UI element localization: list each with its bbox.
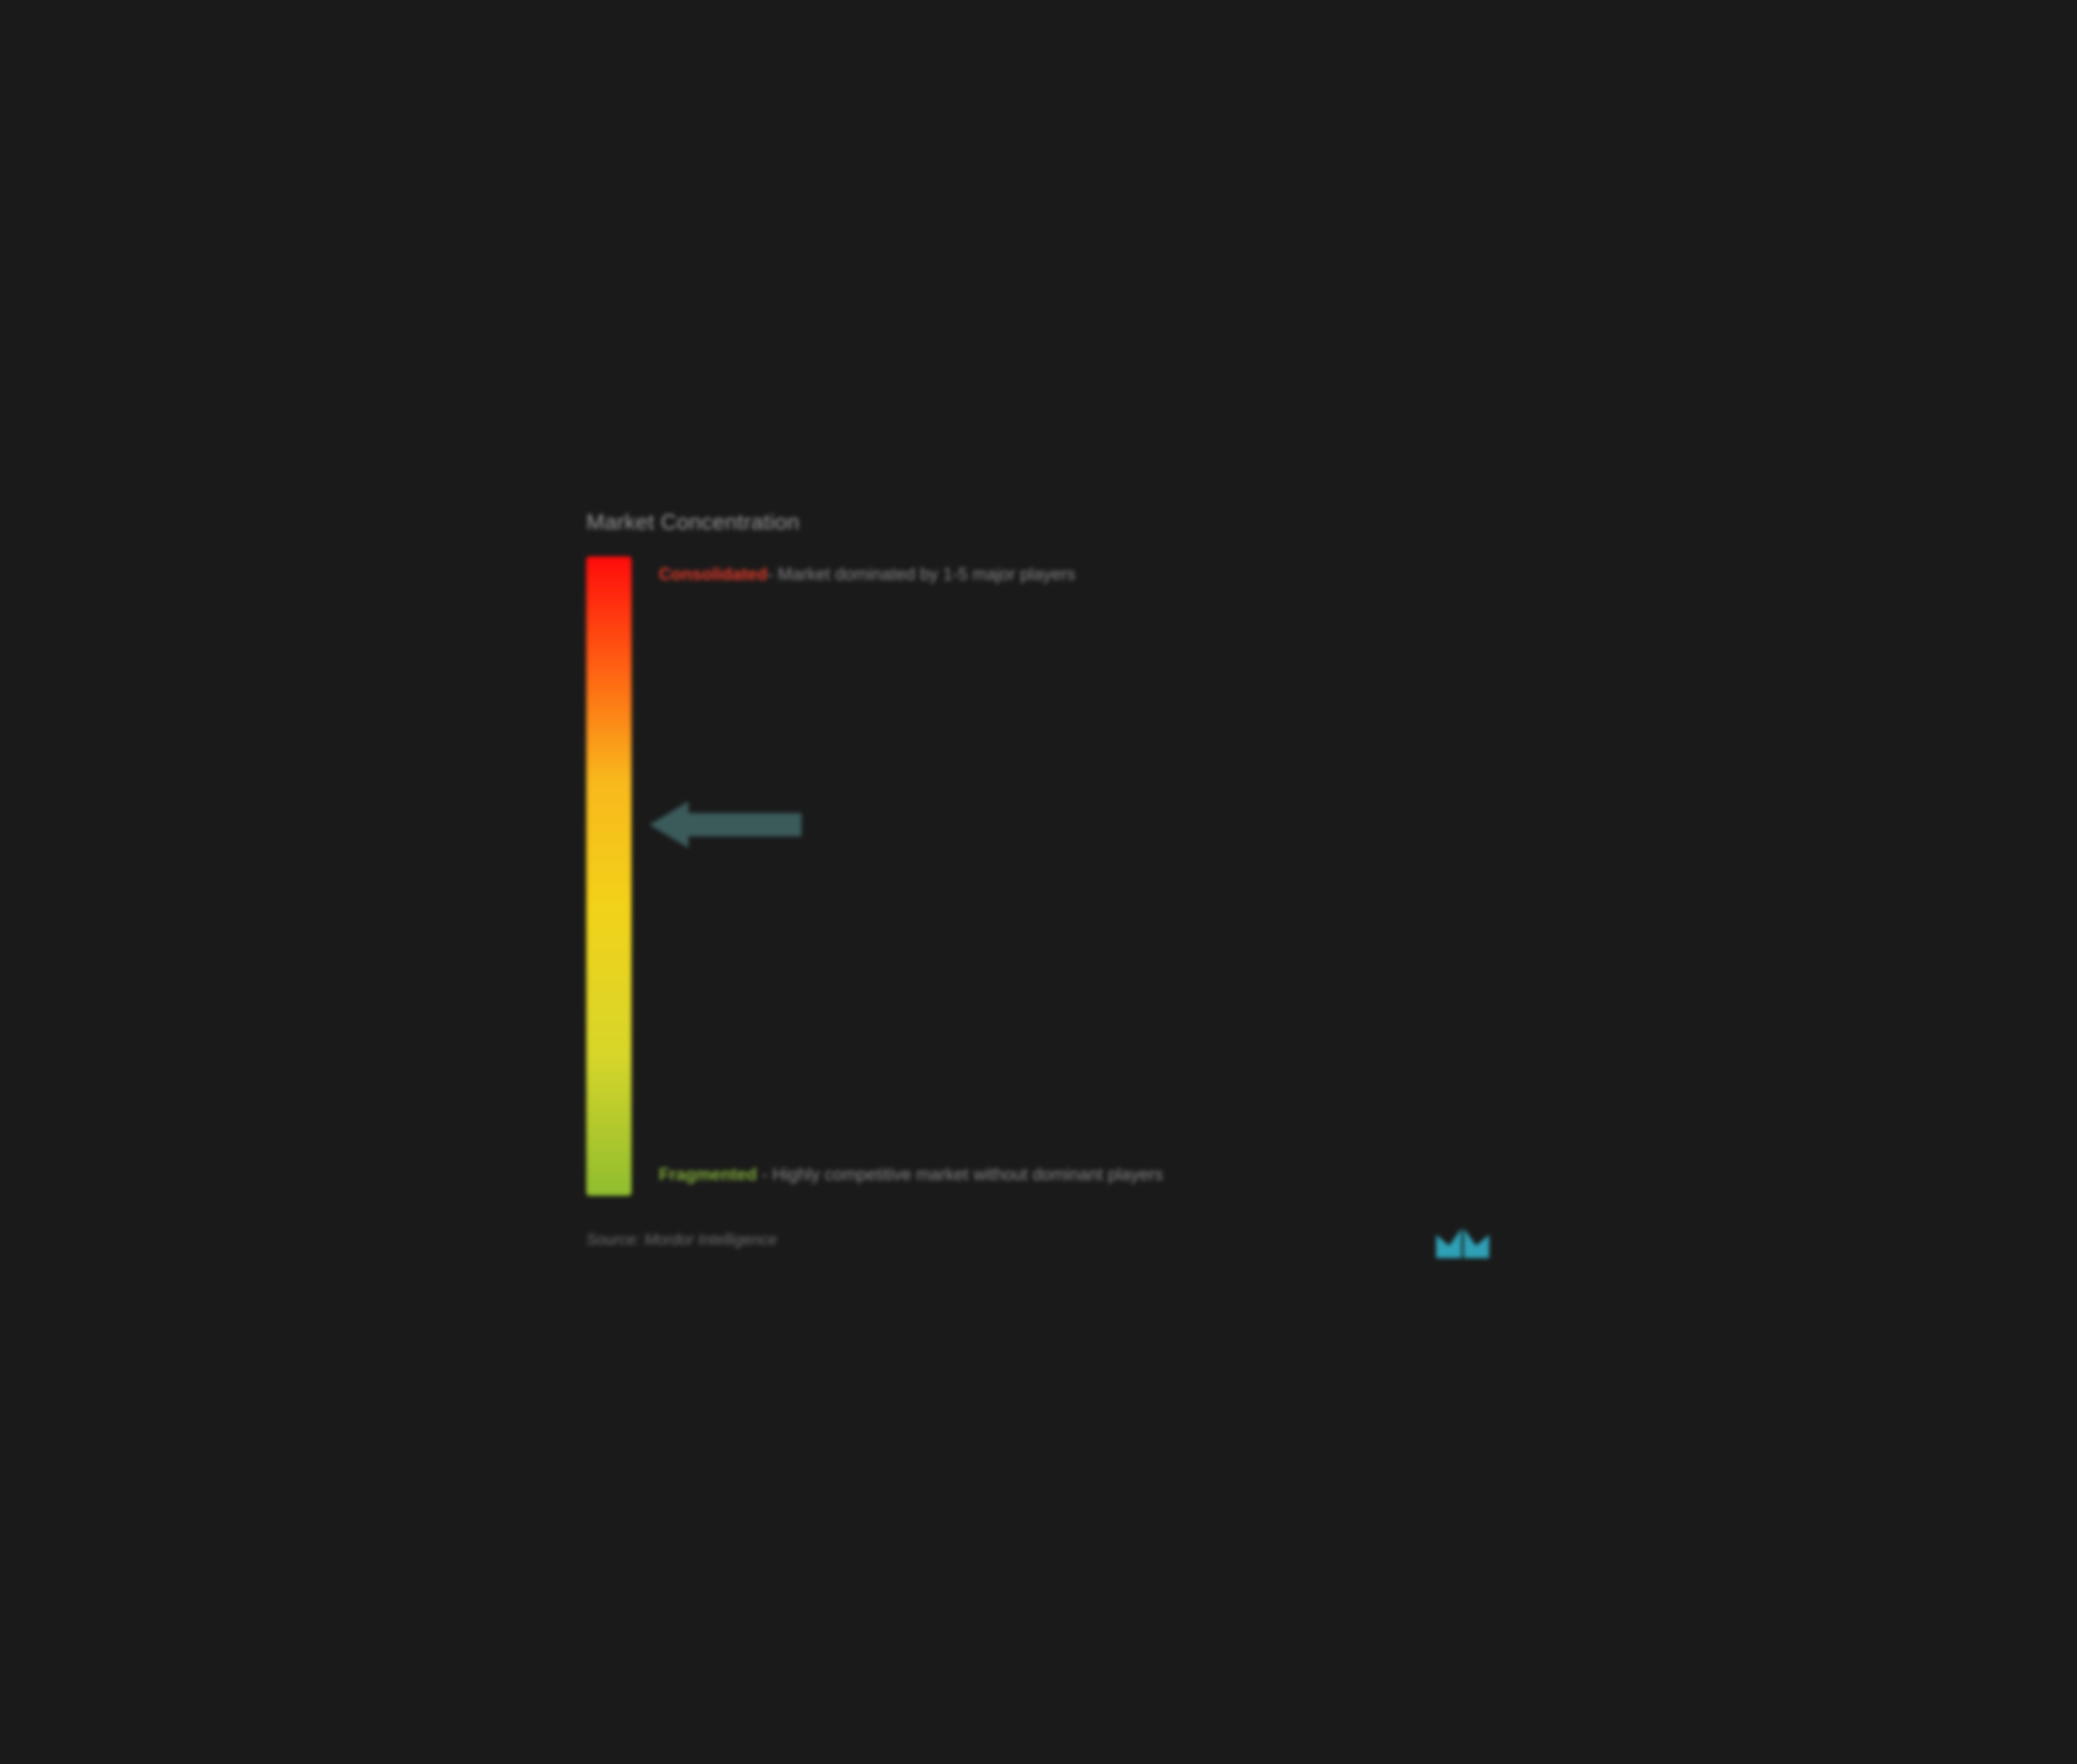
fragmented-label-row: Fragmented - Highly competitive market w…: [659, 1159, 1467, 1191]
market-concentration-card: Market Concentration Consolidated- Marke…: [555, 485, 1522, 1280]
arrow-left-icon: [649, 801, 801, 848]
consolidated-label-row: Consolidated- Market dominated by 1-5 ma…: [659, 561, 1467, 588]
source-text: Source: Mordor Intelligence: [586, 1232, 777, 1250]
labels-column: Consolidated- Market dominated by 1-5 ma…: [659, 557, 1491, 1196]
footer-row: Source: Mordor Intelligence: [586, 1224, 1491, 1258]
consolidated-desc: - Market dominated by 1-5 major players: [767, 564, 1075, 584]
position-arrow: [649, 801, 801, 848]
fragmented-label: Fragmented: [659, 1165, 757, 1184]
mordor-logo-icon: [1435, 1224, 1491, 1258]
fragmented-desc: - Highly competitive market without domi…: [757, 1165, 1163, 1184]
chart-title: Market Concentration: [586, 510, 1491, 535]
content-row: Consolidated- Market dominated by 1-5 ma…: [586, 557, 1491, 1196]
concentration-gradient-bar: [586, 557, 632, 1196]
consolidated-label: Consolidated: [659, 564, 767, 584]
